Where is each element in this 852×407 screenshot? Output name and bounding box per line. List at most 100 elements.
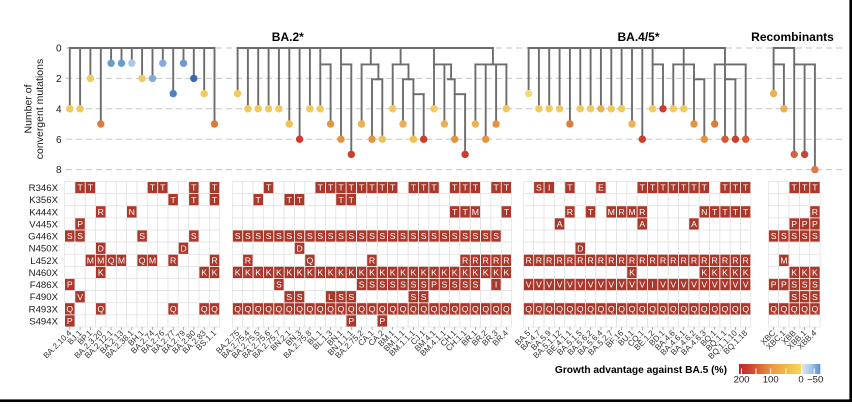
svg-text:Q: Q bbox=[286, 304, 293, 314]
svg-text:R: R bbox=[618, 255, 624, 265]
svg-text:R: R bbox=[732, 255, 738, 265]
svg-text:100: 100 bbox=[763, 375, 779, 386]
svg-text:V: V bbox=[526, 280, 532, 290]
svg-text:T: T bbox=[640, 183, 646, 193]
svg-text:V: V bbox=[536, 280, 542, 290]
svg-text:R: R bbox=[98, 207, 104, 217]
svg-text:T: T bbox=[473, 183, 479, 193]
svg-text:S: S bbox=[191, 231, 197, 241]
svg-text:Q: Q bbox=[482, 304, 489, 314]
svg-text:K: K bbox=[743, 268, 749, 278]
svg-text:T: T bbox=[802, 183, 808, 193]
svg-text:R: R bbox=[567, 207, 573, 217]
svg-text:Q: Q bbox=[781, 304, 788, 314]
svg-text:T: T bbox=[792, 183, 798, 193]
svg-text:S: S bbox=[245, 231, 251, 241]
svg-text:S: S bbox=[286, 231, 292, 241]
svg-text:T: T bbox=[504, 183, 510, 193]
svg-text:8: 8 bbox=[56, 165, 62, 176]
svg-text:S: S bbox=[802, 280, 808, 290]
svg-text:V: V bbox=[77, 292, 83, 302]
svg-text:2: 2 bbox=[56, 74, 62, 85]
svg-text:T: T bbox=[660, 183, 666, 193]
svg-text:V: V bbox=[598, 280, 604, 290]
svg-text:F486X: F486X bbox=[30, 280, 59, 291]
svg-text:K: K bbox=[338, 268, 344, 278]
svg-text:K: K bbox=[235, 268, 241, 278]
svg-text:Q: Q bbox=[691, 304, 698, 314]
svg-text:K: K bbox=[328, 268, 334, 278]
svg-text:M: M bbox=[628, 207, 635, 217]
svg-text:E: E bbox=[598, 183, 604, 193]
svg-text:Q: Q bbox=[618, 304, 625, 314]
svg-text:L452X: L452X bbox=[30, 256, 58, 267]
svg-text:N: N bbox=[129, 207, 135, 217]
svg-text:Recombinants: Recombinants bbox=[751, 30, 834, 44]
svg-text:Q: Q bbox=[493, 304, 500, 314]
svg-text:T: T bbox=[712, 207, 718, 217]
svg-text:Q: Q bbox=[732, 304, 739, 314]
svg-text:S: S bbox=[473, 231, 479, 241]
svg-text:L: L bbox=[328, 292, 333, 302]
svg-text:Q: Q bbox=[441, 304, 448, 314]
svg-text:S: S bbox=[812, 231, 818, 241]
svg-text:K: K bbox=[462, 268, 468, 278]
svg-text:S: S bbox=[483, 231, 489, 241]
svg-text:T: T bbox=[588, 207, 594, 217]
svg-text:200: 200 bbox=[734, 375, 750, 386]
svg-text:T: T bbox=[743, 183, 749, 193]
svg-text:T: T bbox=[452, 207, 458, 217]
svg-text:Q: Q bbox=[358, 304, 365, 314]
svg-text:D: D bbox=[296, 243, 302, 253]
svg-text:S: S bbox=[442, 280, 448, 290]
svg-text:K444X: K444X bbox=[29, 207, 58, 218]
svg-text:Q: Q bbox=[556, 304, 563, 314]
svg-text:V: V bbox=[557, 280, 563, 290]
svg-text:Q: Q bbox=[400, 304, 407, 314]
svg-text:R: R bbox=[462, 255, 468, 265]
svg-text:Q: Q bbox=[742, 304, 749, 314]
svg-text:V: V bbox=[681, 280, 687, 290]
svg-text:K: K bbox=[504, 268, 510, 278]
svg-text:R: R bbox=[567, 255, 573, 265]
svg-text:S: S bbox=[348, 292, 354, 302]
svg-text:R: R bbox=[503, 255, 509, 265]
svg-text:S: S bbox=[390, 231, 396, 241]
svg-text:Q: Q bbox=[567, 304, 574, 314]
svg-text:R: R bbox=[701, 255, 707, 265]
svg-text:Q: Q bbox=[245, 304, 252, 314]
svg-text:0: 0 bbox=[798, 375, 803, 386]
svg-text:V: V bbox=[722, 280, 728, 290]
svg-text:K: K bbox=[712, 268, 718, 278]
svg-text:R: R bbox=[660, 255, 666, 265]
svg-text:Q: Q bbox=[639, 304, 646, 314]
svg-text:Q: Q bbox=[451, 304, 458, 314]
svg-text:V: V bbox=[733, 280, 739, 290]
svg-text:Q: Q bbox=[722, 304, 729, 314]
svg-text:Q: Q bbox=[108, 255, 115, 265]
svg-text:S: S bbox=[255, 231, 261, 241]
svg-text:A: A bbox=[691, 219, 697, 229]
svg-text:S: S bbox=[286, 292, 292, 302]
svg-text:M: M bbox=[780, 255, 787, 265]
svg-text:T: T bbox=[191, 183, 197, 193]
svg-text:S: S bbox=[442, 231, 448, 241]
svg-text:S: S bbox=[297, 292, 303, 302]
svg-text:V: V bbox=[691, 280, 697, 290]
svg-text:Q: Q bbox=[327, 304, 334, 314]
svg-text:M: M bbox=[87, 255, 94, 265]
svg-text:Q: Q bbox=[503, 304, 510, 314]
svg-text:T: T bbox=[733, 207, 739, 217]
svg-text:T: T bbox=[390, 183, 396, 193]
svg-text:R: R bbox=[639, 255, 645, 265]
svg-text:T: T bbox=[462, 183, 468, 193]
svg-text:S: S bbox=[235, 231, 241, 241]
svg-text:Q: Q bbox=[791, 304, 798, 314]
svg-text:K: K bbox=[802, 268, 808, 278]
svg-text:K: K bbox=[452, 268, 458, 278]
svg-text:S: S bbox=[421, 292, 427, 302]
svg-text:M: M bbox=[608, 207, 615, 217]
svg-text:Q: Q bbox=[431, 304, 438, 314]
svg-text:R: R bbox=[587, 255, 593, 265]
svg-text:T: T bbox=[702, 183, 708, 193]
